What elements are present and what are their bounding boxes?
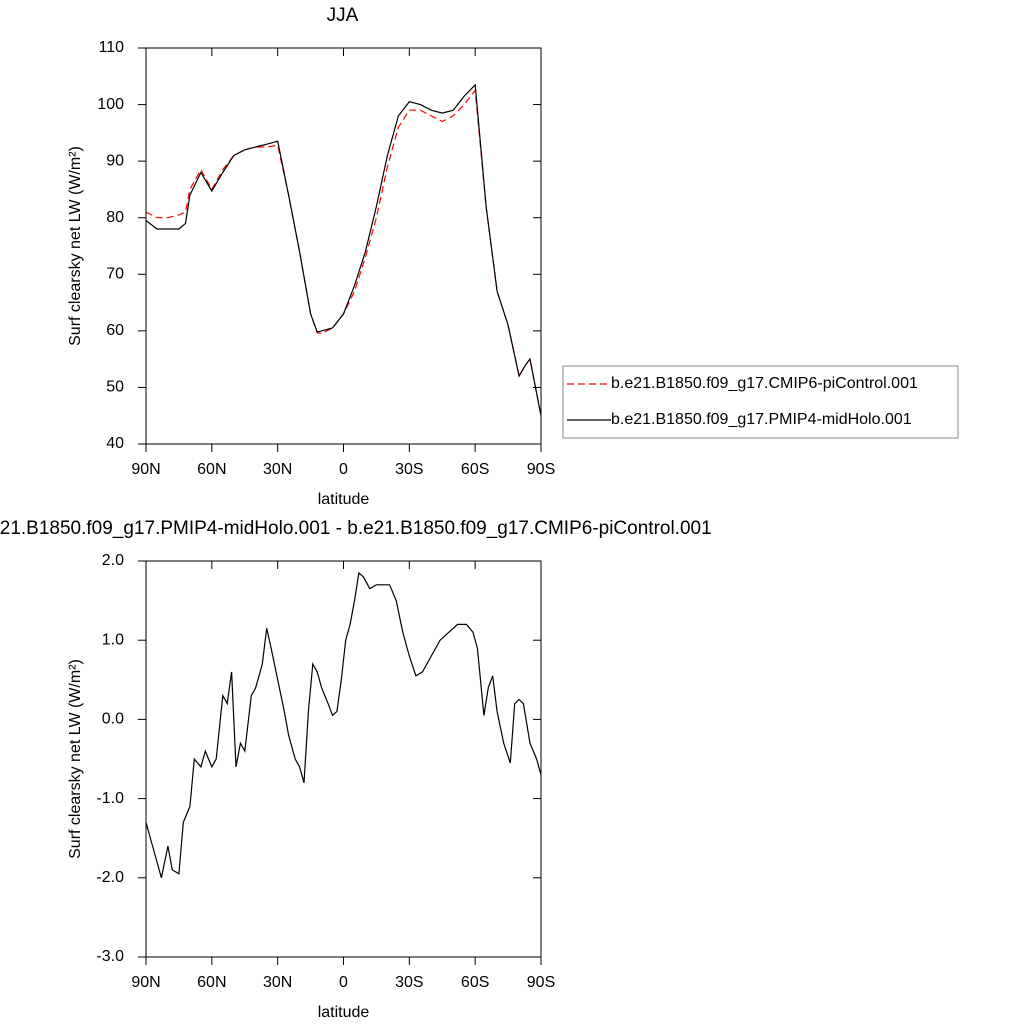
y-tick-label: 40 (106, 435, 124, 452)
y-tick-label: 1.0 (102, 631, 124, 648)
y-axis-label: Surf clearsky net LW (W/m²) (67, 659, 84, 859)
legend-label: b.e21.B1850.f09_g17.CMIP6-piControl.001 (611, 375, 918, 392)
x-tick-label: 60N (197, 461, 226, 478)
x-tick-label: 90N (131, 461, 160, 478)
y-tick-label: 80 (106, 209, 124, 226)
y-tick-label: 2.0 (102, 552, 124, 569)
x-tick-label: 90S (527, 974, 555, 991)
y-tick-label: 110 (98, 39, 124, 56)
x-axis-label: latitude (318, 1004, 370, 1021)
x-tick-label: 0 (339, 974, 348, 991)
legend-label: b.e21.B1850.f09_g17.PMIP4-midHolo.001 (611, 411, 912, 428)
y-tick-label: 90 (106, 152, 124, 169)
y-tick-label: -3.0 (96, 948, 124, 965)
x-tick-label: 30S (395, 974, 423, 991)
x-tick-label: 90N (131, 974, 160, 991)
y-tick-label: -2.0 (96, 869, 124, 886)
x-tick-label: 60N (197, 974, 226, 991)
y-tick-label: 60 (106, 322, 124, 339)
x-tick-label: 90S (527, 461, 555, 478)
x-tick-label: 30S (395, 461, 423, 478)
y-tick-label: 50 (106, 379, 124, 396)
data-line (145, 88, 542, 416)
x-tick-label: 30N (263, 461, 292, 478)
data-line (145, 83, 542, 416)
y-axis-label: Surf clearsky net LW (W/m²) (67, 146, 84, 346)
x-axis-label: latitude (318, 491, 370, 508)
x-tick-label: 60S (461, 461, 489, 478)
plot-frame (145, 47, 542, 445)
y-tick-label: 70 (106, 266, 124, 283)
plot-frame (145, 560, 542, 958)
data-line (145, 571, 542, 878)
y-tick-label: -1.0 (96, 790, 124, 807)
x-tick-label: 60S (461, 974, 489, 991)
y-tick-label: 100 (97, 96, 124, 113)
legend-box (562, 365, 959, 439)
x-tick-label: 0 (339, 461, 348, 478)
x-tick-label: 30N (263, 974, 292, 991)
chart-title: JJA (327, 5, 359, 26)
chart-title: b.e21.B1850.f09_g17.PMIP4-midHolo.001 - … (0, 518, 712, 539)
y-tick-label: 0.0 (102, 711, 124, 728)
